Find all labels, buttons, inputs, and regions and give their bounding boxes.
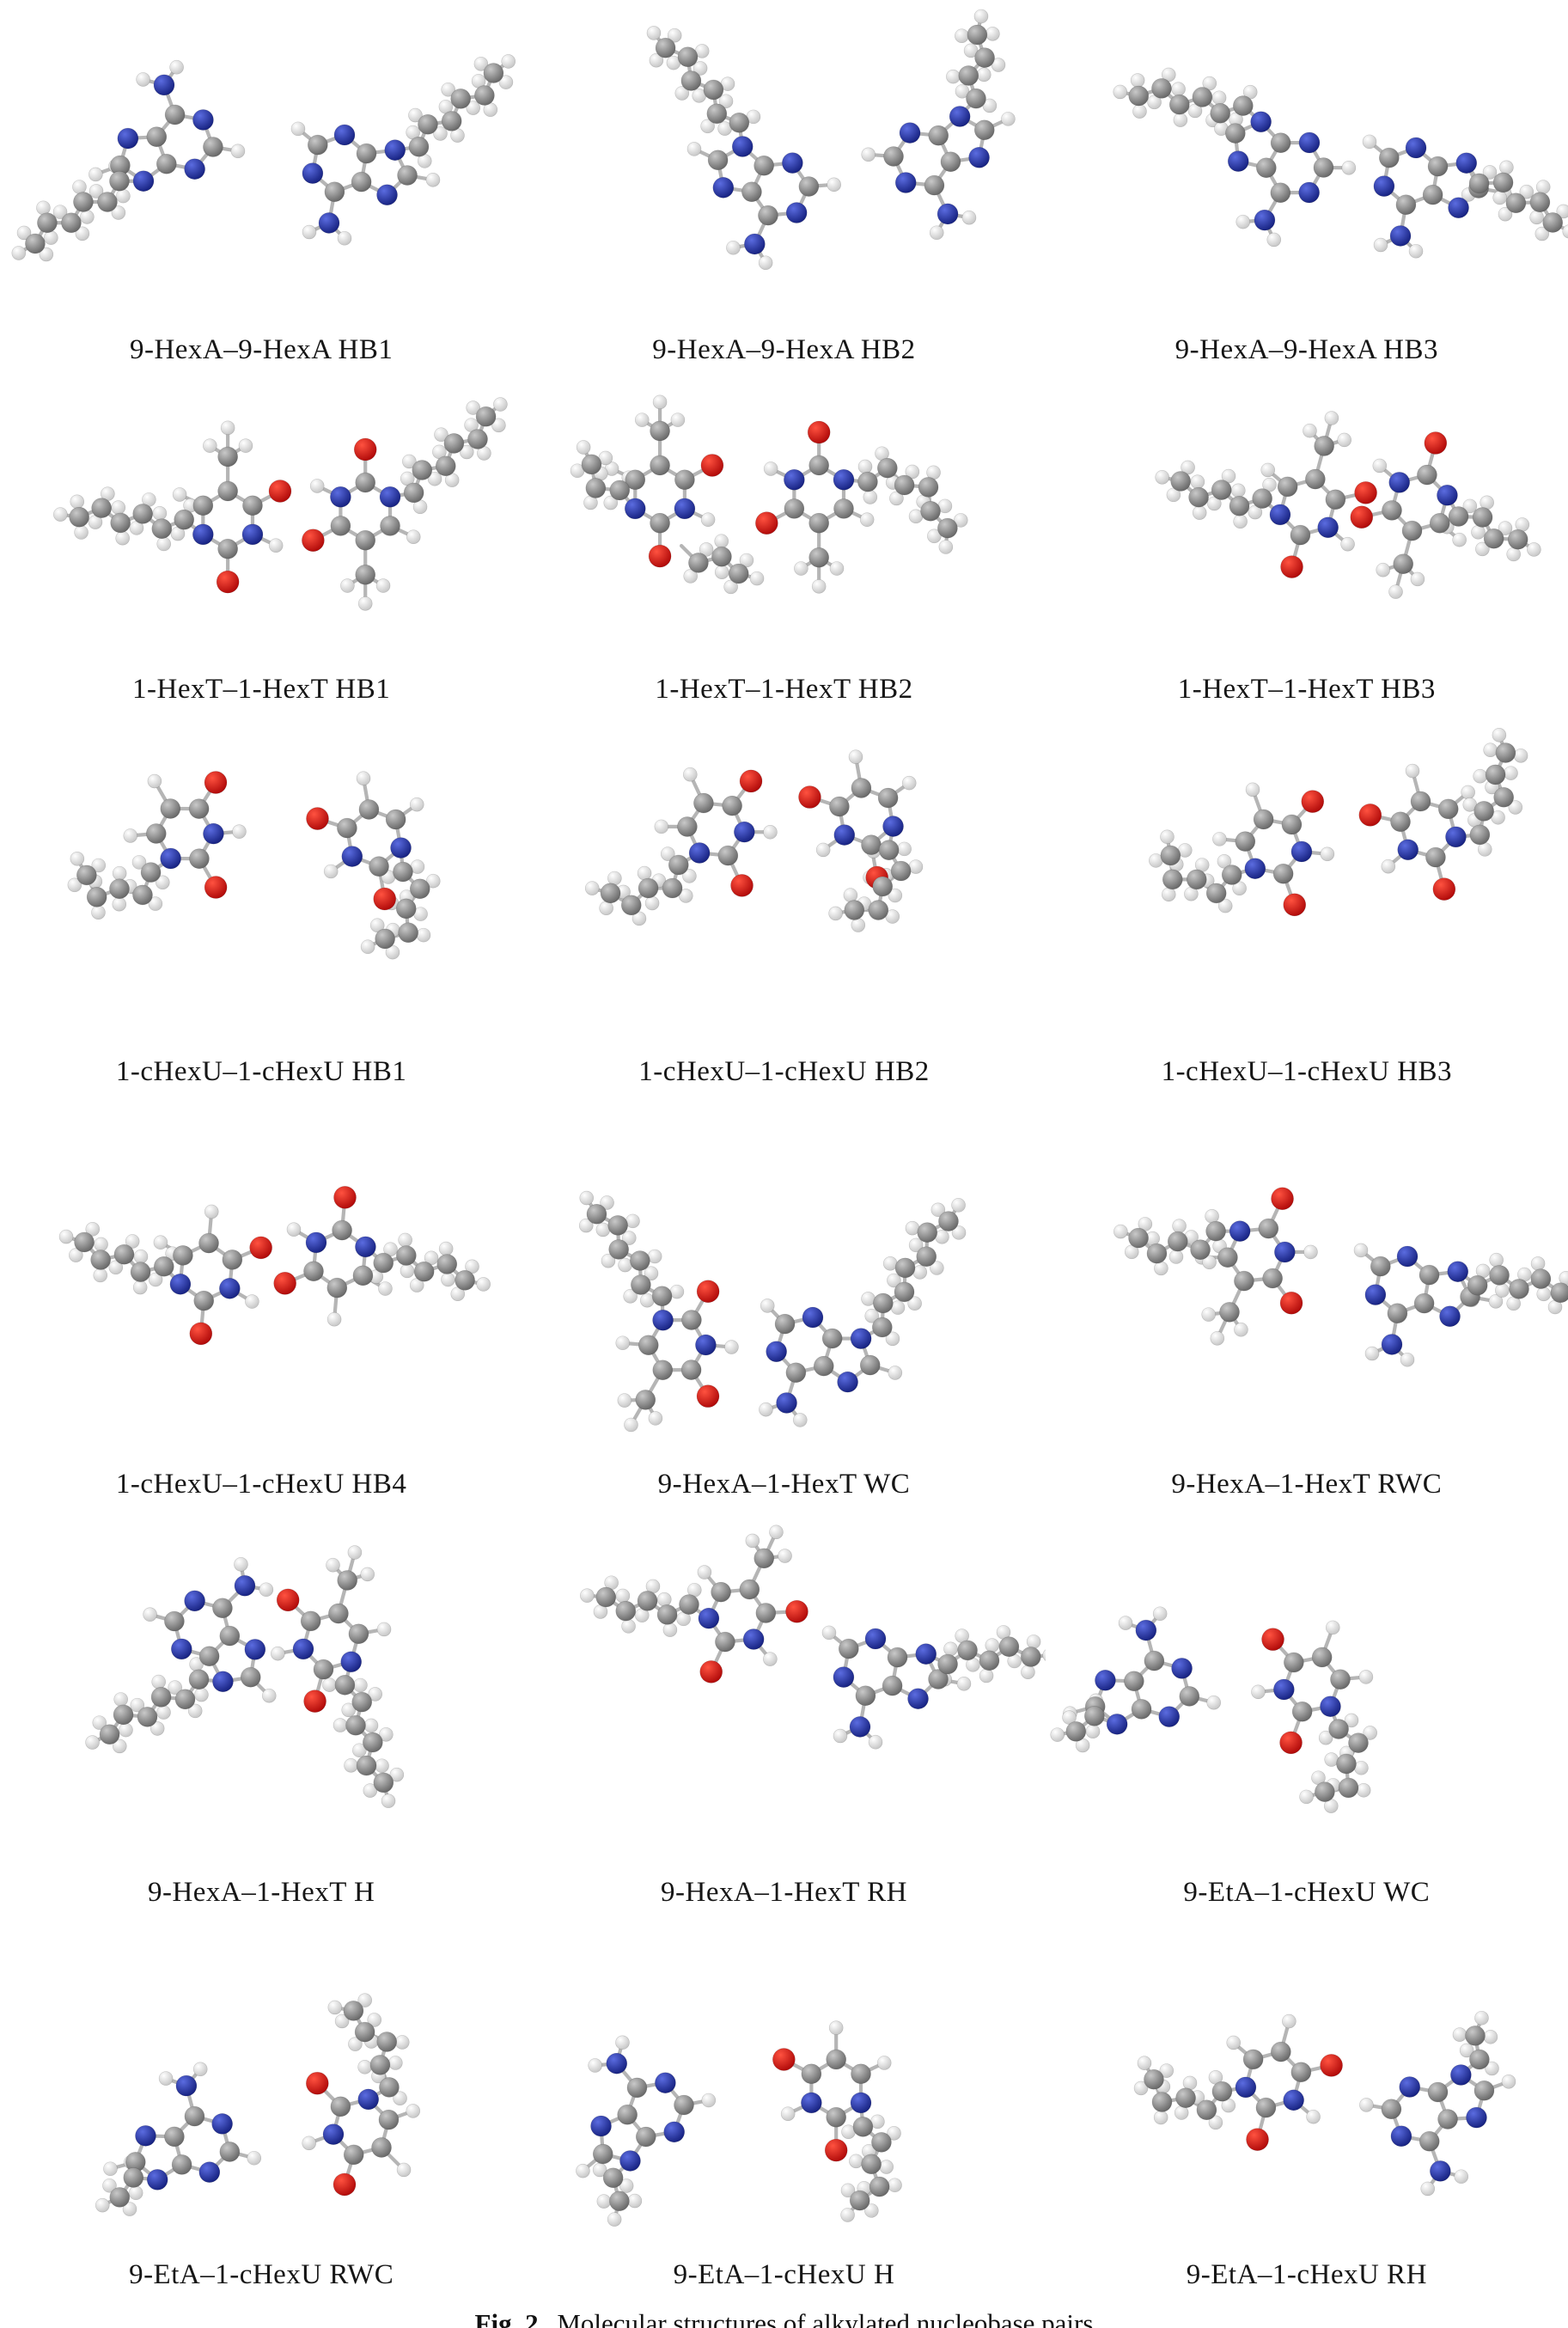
panel-caption: 9-HexA–9-HexA HB3 (1174, 334, 1438, 366)
figure-row-4: 1-cHexU–1-cHexU HB4 9-HexA–1-HexT WC 9-H… (0, 1096, 1568, 1508)
molecule-image (522, 1508, 1046, 1869)
figure-caption-number: Fig. 2. (474, 2308, 546, 2328)
panel-caption: 1-cHexU–1-cHexU HB2 (638, 1056, 930, 1088)
molecule-panel: 9-HexA–1-HexT RWC (1046, 1096, 1568, 1508)
molecule-panel: 1-HexT–1-HexT HB2 (522, 374, 1045, 713)
molecule-image (1046, 1096, 1568, 1461)
panel-caption: 9-EtA–1-cHexU RH (1186, 2259, 1427, 2291)
molecule-image (1046, 1508, 1568, 1869)
molecule-image (1046, 1916, 1568, 2252)
molecule-image (522, 713, 1045, 1048)
molecule-panel: 9-EtA–1-cHexU RWC (0, 1916, 522, 2299)
molecule-panel: 9-EtA–1-cHexU H (522, 1916, 1045, 2299)
figure-row-5: 9-HexA–1-HexT H 9-HexA–1-HexT RH 9-EtA–1… (0, 1508, 1568, 1916)
molecule-panel: 9-HexA–9-HexA HB2 (522, 0, 1045, 374)
figure-caption-text: Molecular structures of alkylated nucleo… (557, 2308, 1094, 2328)
molecule-panel: 1-cHexU–1-cHexU HB2 (522, 713, 1045, 1096)
panel-caption: 9-HexA–1-HexT RH (661, 1877, 907, 1909)
panel-caption: 9-HexA–9-HexA HB1 (129, 334, 394, 366)
molecule-image (522, 0, 1045, 327)
molecule-panel: 9-HexA–9-HexA HB3 (1046, 0, 1568, 374)
panel-caption: 1-HexT–1-HexT HB1 (132, 674, 391, 706)
panel-caption: 1-HexT–1-HexT HB2 (655, 674, 913, 706)
panel-caption: 9-HexA–9-HexA HB2 (652, 334, 916, 366)
molecule-panel: 1-cHexU–1-cHexU HB4 (0, 1096, 522, 1508)
molecule-image (1046, 374, 1568, 666)
molecule-panel: 1-cHexU–1-cHexU HB3 (1046, 713, 1568, 1096)
molecule-panel: 1-HexT–1-HexT HB3 (1046, 374, 1568, 713)
panel-caption: 9-EtA–1-cHexU WC (1183, 1877, 1431, 1909)
molecule-panel: 9-HexA–9-HexA HB1 (0, 0, 522, 374)
molecule-image (0, 1096, 522, 1461)
panel-caption: 9-HexA–1-HexT RWC (1171, 1469, 1443, 1500)
molecule-panel: 1-HexT–1-HexT HB1 (0, 374, 522, 713)
figure-row-2: 1-HexT–1-HexT HB1 1-HexT–1-HexT HB2 1-He… (0, 374, 1568, 713)
molecule-image (0, 1508, 522, 1869)
panel-caption: 9-EtA–1-cHexU H (673, 2259, 895, 2291)
molecule-panel: 9-EtA–1-cHexU RH (1046, 1916, 1568, 2299)
molecule-image (0, 374, 522, 666)
figure-row-1: 9-HexA–9-HexA HB1 9-HexA–9-HexA HB2 9-He… (0, 0, 1568, 374)
molecule-image (1046, 0, 1568, 327)
panel-caption: 9-HexA–1-HexT WC (657, 1469, 911, 1500)
molecule-panel: 9-HexA–1-HexT WC (522, 1096, 1045, 1508)
molecule-panel: 9-HexA–1-HexT H (0, 1508, 522, 1916)
panel-caption: 1-cHexU–1-cHexU HB4 (115, 1469, 407, 1500)
molecule-panel: 1-cHexU–1-cHexU HB1 (0, 713, 522, 1096)
panel-caption: 9-HexA–1-HexT H (147, 1877, 375, 1909)
molecule-image (1046, 713, 1568, 1048)
figure-row-3: 1-cHexU–1-cHexU HB1 1-cHexU–1-cHexU HB2 … (0, 713, 1568, 1096)
molecule-image (0, 0, 522, 327)
molecule-image (522, 1096, 1045, 1461)
molecule-panel: 9-EtA–1-cHexU WC (1046, 1508, 1568, 1916)
molecule-image (522, 374, 1045, 666)
figure-row-6: 9-EtA–1-cHexU RWC 9-EtA–1-cHexU H 9-EtA–… (0, 1916, 1568, 2299)
panel-caption: 9-EtA–1-cHexU RWC (129, 2259, 394, 2291)
panel-caption: 1-cHexU–1-cHexU HB3 (1161, 1056, 1453, 1088)
molecule-image (0, 1916, 522, 2252)
molecule-panel: 9-HexA–1-HexT RH (522, 1508, 1046, 1916)
panel-caption: 1-cHexU–1-cHexU HB1 (115, 1056, 407, 1088)
molecule-image (522, 1916, 1045, 2252)
molecule-image (0, 713, 522, 1048)
panel-caption: 1-HexT–1-HexT HB3 (1177, 674, 1436, 706)
figure-caption: Fig. 2. Molecular structures of alkylated… (0, 2299, 1568, 2328)
